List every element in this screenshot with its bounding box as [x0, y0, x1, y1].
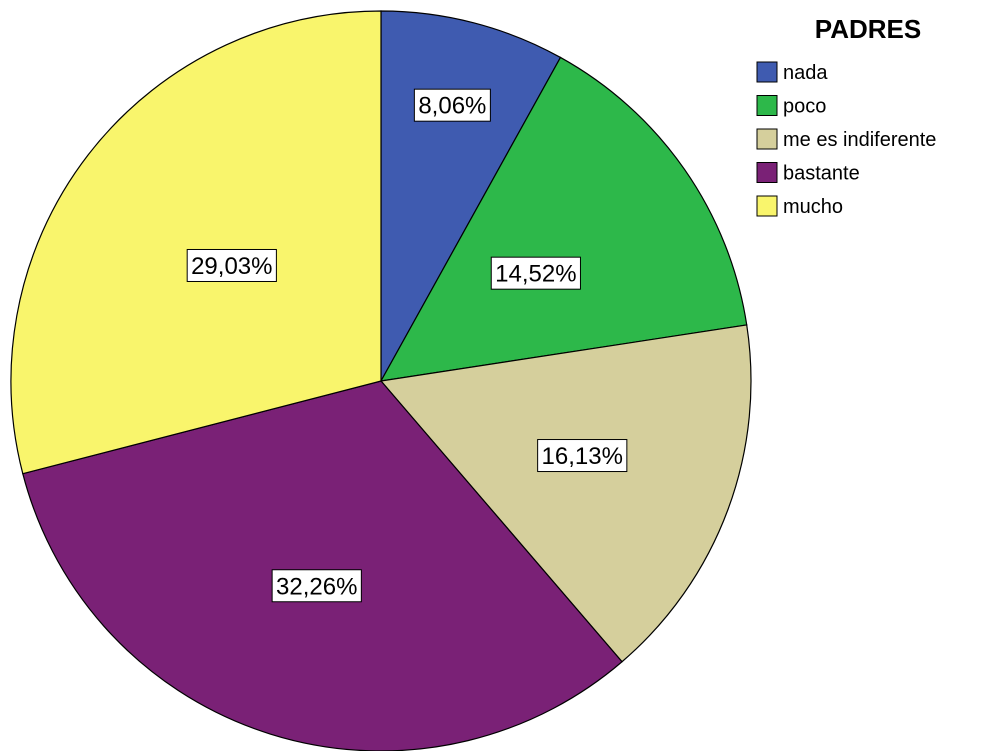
value-label-text: 29,03%: [191, 253, 272, 280]
value-label-poco: 14,52%: [490, 256, 581, 290]
legend-label: mucho: [783, 196, 843, 218]
legend-label: nada: [783, 62, 828, 84]
legend-label: me es indiferente: [783, 129, 936, 151]
legend-swatch: [756, 61, 778, 83]
pie-slice-bastante: [22, 380, 623, 751]
value-label-text: 32,26%: [276, 573, 357, 600]
value-label-box: [537, 439, 628, 473]
legend-item-bastante: bastante: [756, 162, 860, 185]
value-label-box: [271, 569, 362, 603]
value-label-nada: 8,06%: [413, 88, 491, 122]
value-label-bastante: 32,26%: [271, 569, 362, 603]
legend-label: poco: [783, 96, 826, 118]
pie-slice-me-es-indiferente: [379, 324, 752, 663]
legend-items: nada poco me es indiferente bastante mucho: [756, 61, 936, 218]
legend-swatch: [756, 162, 778, 183]
pie-slices: [10, 10, 752, 751]
value-label-text: 8,06%: [418, 93, 486, 120]
legend-item-me-es-indiferente: me es indiferente: [756, 128, 936, 151]
value-label-box: [186, 248, 277, 282]
pie-slice-poco: [379, 56, 748, 382]
value-label-text: 16,13%: [542, 443, 623, 470]
legend-title: PADRES: [815, 14, 921, 44]
legend: PADRES nada poco me es indiferente bastante…: [756, 14, 936, 218]
pie-slice-mucho: [10, 10, 382, 475]
value-label-me-es-indiferente: 16,13%: [537, 439, 628, 473]
value-label-mucho: 29,03%: [186, 248, 277, 282]
legend-item-nada: nada: [756, 61, 828, 84]
legend-item-poco: poco: [756, 95, 826, 118]
legend-item-mucho: mucho: [756, 195, 843, 218]
legend-swatch: [756, 195, 778, 217]
value-label-box: [490, 256, 581, 290]
pie-value-labels: 8,06% 14,52% 16,13% 32,26% 29,03%: [186, 88, 628, 603]
value-label-box: [413, 88, 491, 122]
legend-swatch: [756, 128, 778, 150]
legend-label: bastante: [783, 163, 860, 185]
legend-swatch: [756, 95, 778, 116]
value-label-text: 14,52%: [495, 261, 576, 288]
